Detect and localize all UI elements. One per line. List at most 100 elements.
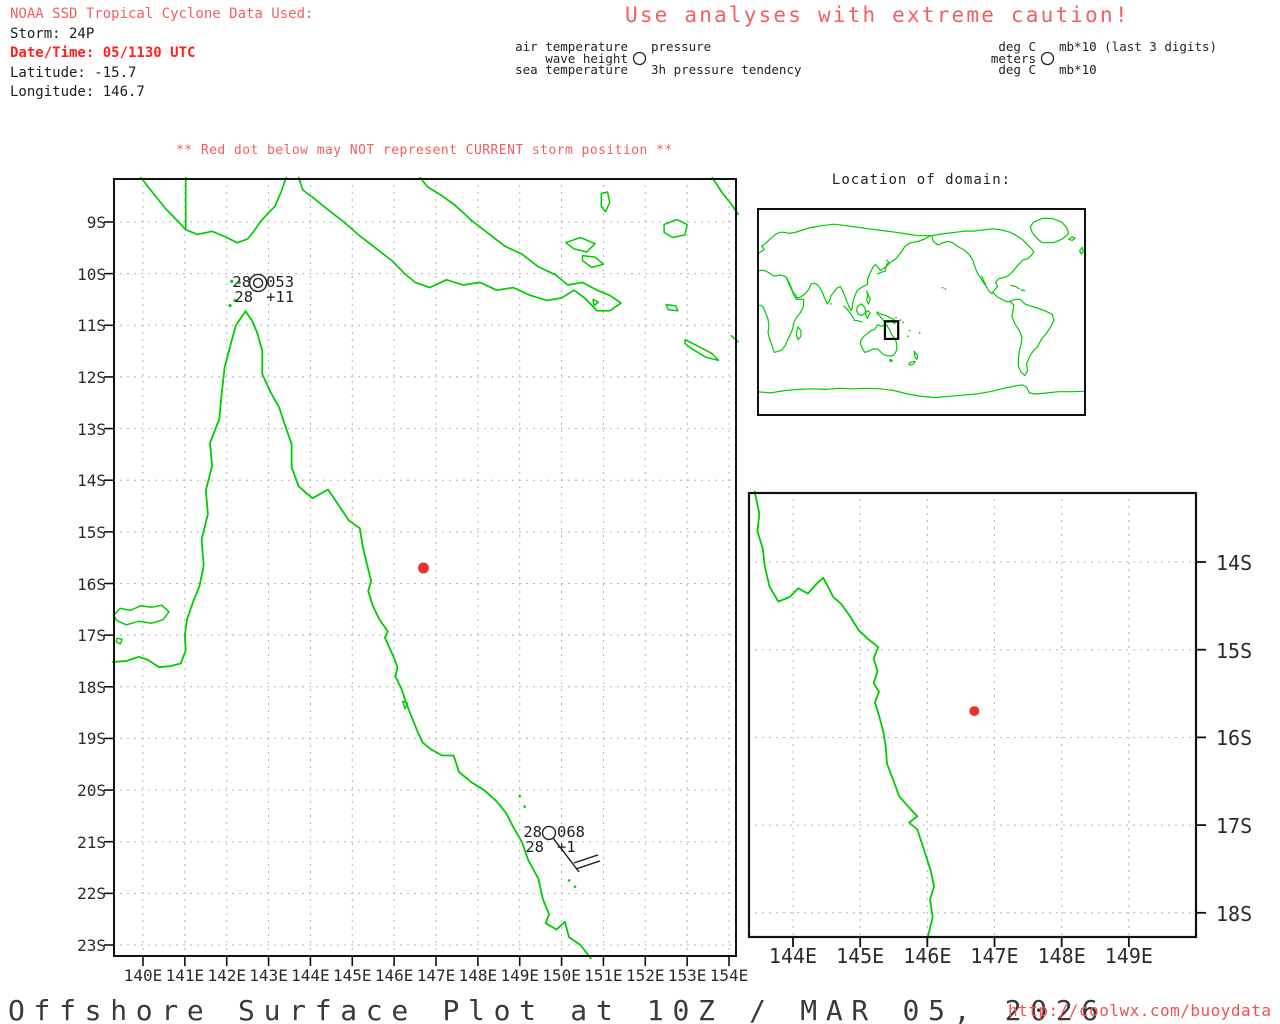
mornington-island [112,604,170,626]
greenland [1029,217,1070,244]
main-map-lat-label: 21S [77,832,106,852]
storm-longitude-line: Longitude: 146.7 [10,84,145,100]
main-map-lat-label: 22S [77,884,106,904]
main-map-lon-label: 151E [584,966,623,985]
pressure-unit-label: mb*10 (last 3 digits) [1059,39,1218,54]
station-value: 28 [525,838,544,856]
main-map-lat-label: 11S [77,316,106,336]
zoom-map-lon-label: 144E [768,944,818,968]
baja-california [981,275,987,285]
station-value: 068 [557,823,585,841]
main-map-lat-label: 16S [77,574,106,594]
japan [876,259,890,275]
main-map-lon-label: 148E [458,966,498,985]
eurasia-north-coast [757,223,932,255]
station-circle-icon [631,50,648,67]
air-unit-label: deg C [998,39,1036,54]
station-plot: 28 053 28 +11 [232,273,294,306]
source-url: http://coolwx.com/buoydata [1008,1001,1272,1020]
main-map-lon-label: 146E [374,966,414,985]
main-map-lon-label: 154E [709,966,749,985]
pressure-label: pressure [651,39,712,54]
png-west-coastline [140,176,288,244]
station-value: 053 [266,273,294,291]
zoom-map [747,490,1206,947]
philippines [866,290,871,305]
borneo [855,303,867,317]
main-map-lon-label: 149E [500,966,539,985]
air-temperature-label: air temperature [515,39,628,54]
main-map-lat-label: 17S [77,626,106,646]
sea-unit-label: deg C [998,62,1036,77]
hispaniola [1020,289,1026,292]
caution-banner: Use analyses with extreme caution! [625,3,1130,27]
zoom-map-lon-label: 145E [836,944,885,968]
station-key-units: deg C meters deg C mb*10 (last 3 digits)… [984,41,1217,76]
station-key-labels: air temperature wave height sea temperat… [515,39,802,77]
storm-latitude-line: Latitude: -15.7 [10,64,137,81]
storm-position-dot [417,562,429,574]
station-key-right-column: pressure 3h pressure tendency [651,41,802,76]
sumatra [843,305,855,320]
island-clipped [730,334,739,343]
new-zealand-north [913,350,919,360]
station-units-left-column: deg C meters deg C [984,41,1036,76]
zoom-map-lon-label: 148E [1037,944,1086,968]
wave-unit-label: meters [990,50,1036,66]
cuba [1010,284,1020,290]
pressure-tendency-label: 3h pressure tendency [651,62,802,77]
new-guinea [876,311,896,325]
asia-africa-coast [757,235,932,312]
storm-datetime-line: Date/Time: 05/1130 UTC [10,45,196,61]
antarctica-coast [757,384,1086,399]
new-zealand-south [908,361,916,366]
tasmania [888,358,893,363]
island [565,236,596,253]
plot-title: Offshore Surface Plot at 10Z / MAR 05, 2… [8,994,1107,1024]
java [853,319,863,323]
iceland [1068,236,1076,242]
africa-coast [757,276,805,353]
island [592,298,600,307]
island [665,303,679,312]
main-map-lon-label: 147E [416,966,456,985]
zoom-map-lat-label: 17S [1216,814,1253,839]
station-units-right-column: mb*10 (last 3 digits) mb*10 [1059,41,1217,76]
zoom-map-lat-label: 14S [1216,551,1253,575]
storm-position-dot [969,706,980,717]
zoom-map-lon-label: 149E [1104,944,1153,968]
main-map-lat-label: 10S [77,264,106,284]
station-value: 28 [232,273,251,291]
main-map-lon-label: 150E [542,966,581,985]
main-map-lon-label: 152E [626,966,665,985]
station-value: 28 [234,288,253,306]
island [401,700,409,710]
zoom-map-lat-label: 16S [1216,726,1253,751]
domain-rectangle [883,320,900,341]
main-map-lat-label: 13S [77,419,106,439]
station-circle-icon [1039,50,1056,67]
inset-map-title: Location of domain: [831,172,1012,188]
sea-temperature-label: sea temperature [515,62,628,77]
main-map-lat-label: 19S [77,729,106,749]
south-america [1009,298,1055,377]
island-arc-clipped [711,176,740,216]
main-map-lat-label: 14S [77,471,106,491]
british-isles [1079,246,1084,255]
north-america [931,228,1035,295]
red-dot-warning: ** Red dot below may NOT represent CURRE… [176,143,673,158]
central-america [992,291,1011,303]
queensland-coastline [753,490,936,941]
sulawesi [865,310,871,320]
island [115,637,123,645]
australia [859,324,898,357]
png-peninsula-coastline [297,176,622,312]
island [663,218,688,239]
data-source-line: NOAA SSD Tropical Cyclone Data Used: [10,6,314,22]
main-map-lon-label: 145E [333,966,372,985]
storm-info-panel: NOAA SSD Tropical Cyclone Data Used: Sto… [10,5,313,103]
wave-height-label: wave height [545,50,628,66]
world-map [757,208,1086,416]
madagascar [795,326,802,341]
zoom-map-lon-label: 147E [970,944,1019,968]
